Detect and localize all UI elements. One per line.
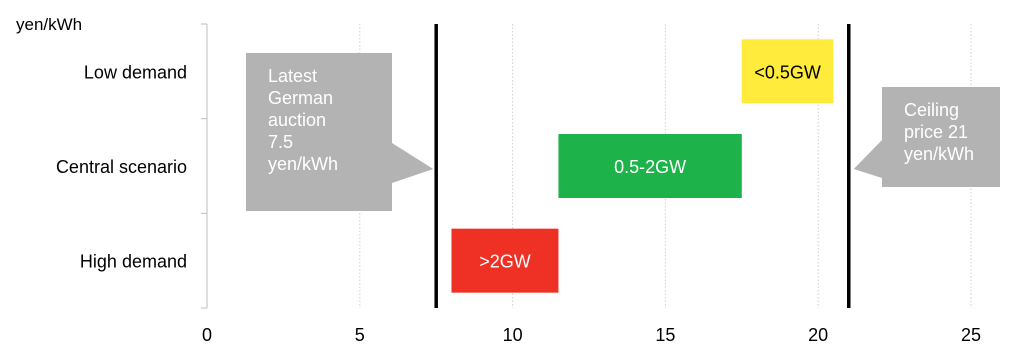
callout-1-line-0: Ceiling <box>904 100 959 120</box>
y-axis-unit-label: yen/kWh <box>16 15 82 34</box>
range-bar-2 <box>451 228 559 293</box>
callout-1-line-2: yen/kWh <box>904 144 974 164</box>
category-labels: Low demand Central scenario High demand <box>56 62 187 271</box>
x-tick-label-0: 0 <box>202 325 212 345</box>
x-tick-label-5: 5 <box>355 325 365 345</box>
category-label-2: High demand <box>80 252 187 272</box>
reference-lines <box>434 24 851 308</box>
callout-0-line-3: 7.5 <box>268 132 293 152</box>
category-label-0: Low demand <box>84 62 187 82</box>
range-bar-1 <box>558 134 742 198</box>
x-tick-label-20: 20 <box>808 325 828 345</box>
range-bar-label-1: 0.5-2GW <box>614 157 686 177</box>
x-tick-label-10: 10 <box>503 325 523 345</box>
callouts: LatestGermanauction7.5yen/kWhCeilingpric… <box>246 53 1000 211</box>
callout-0-line-4: yen/kWh <box>268 154 338 174</box>
range-bars: <0.5GW 0.5-2GW >2GW <box>451 39 834 293</box>
x-tick-label-15: 15 <box>655 325 675 345</box>
x-axis-tick-labels: 0 5 10 15 20 25 <box>202 325 981 345</box>
callout-0-line-1: German <box>268 88 333 108</box>
range-bar-0 <box>741 39 834 104</box>
callout-0-line-0: Latest <box>268 66 317 86</box>
range-bar-label-2: >2GW <box>479 252 531 272</box>
callout-1-line-1: price 21 <box>904 122 968 142</box>
callout-0-line-2: auction <box>268 110 326 130</box>
x-tick-label-25: 25 <box>961 325 981 345</box>
category-label-1: Central scenario <box>56 157 187 177</box>
callout-1 <box>853 87 1000 187</box>
y-axis <box>201 23 208 309</box>
range-bar-label-0: <0.5GW <box>754 62 821 82</box>
callout-0 <box>246 53 434 211</box>
